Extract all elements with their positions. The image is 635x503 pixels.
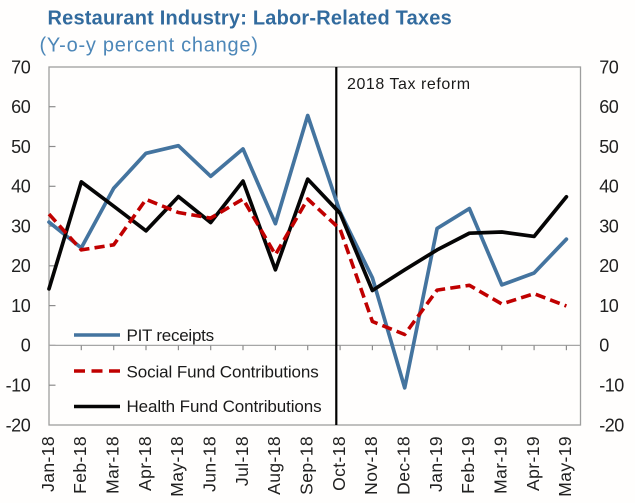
svg-text:Apr-19: Apr-19 (523, 436, 543, 491)
svg-text:-10: -10 (599, 376, 624, 396)
svg-text:Dec-18: Dec-18 (394, 436, 414, 495)
svg-text:Mar-18: Mar-18 (103, 436, 123, 494)
svg-text:Aug-18: Aug-18 (264, 436, 284, 495)
svg-text:Jan-19: Jan-19 (426, 436, 446, 492)
svg-text:20: 20 (11, 256, 31, 276)
svg-text:70: 70 (599, 57, 619, 77)
svg-text:May-18: May-18 (167, 436, 187, 497)
svg-text:Jul-18: Jul-18 (232, 436, 252, 486)
svg-text:May-19: May-19 (555, 436, 575, 497)
svg-text:-20: -20 (599, 415, 624, 435)
svg-text:2018 Tax reform: 2018 Tax reform (347, 76, 471, 93)
svg-text:0: 0 (21, 336, 31, 356)
svg-text:50: 50 (11, 137, 31, 157)
svg-text:Apr-18: Apr-18 (135, 436, 155, 491)
svg-text:Mar-19: Mar-19 (491, 436, 511, 494)
svg-text:40: 40 (599, 177, 619, 197)
svg-text:Sep-18: Sep-18 (297, 436, 317, 495)
svg-text:30: 30 (11, 216, 31, 236)
svg-text:(Y-o-y percent change): (Y-o-y percent change) (40, 35, 259, 57)
svg-text:30: 30 (599, 216, 619, 236)
svg-text:Feb-19: Feb-19 (458, 436, 478, 494)
svg-text:70: 70 (11, 57, 31, 77)
svg-text:Jan-18: Jan-18 (38, 436, 58, 492)
svg-text:PIT receipts: PIT receipts (127, 326, 214, 345)
svg-text:10: 10 (11, 296, 31, 316)
svg-text:60: 60 (11, 97, 31, 117)
svg-text:40: 40 (11, 177, 31, 197)
svg-text:Feb-18: Feb-18 (70, 436, 90, 494)
svg-text:Restaurant Industry: Labor-Rel: Restaurant Industry: Labor-Related Taxes (48, 8, 452, 30)
svg-text:Nov-18: Nov-18 (361, 436, 381, 495)
svg-text:-20: -20 (6, 415, 31, 435)
svg-text:Health Fund Contributions: Health Fund Contributions (127, 397, 322, 416)
svg-text:20: 20 (599, 256, 619, 276)
svg-text:Social Fund Contributions: Social Fund Contributions (127, 362, 319, 381)
svg-text:50: 50 (599, 137, 619, 157)
svg-text:0: 0 (599, 336, 609, 356)
svg-text:10: 10 (599, 296, 619, 316)
svg-text:Oct-18: Oct-18 (329, 436, 349, 491)
svg-text:-10: -10 (6, 376, 31, 396)
svg-text:Jun-18: Jun-18 (200, 436, 220, 492)
svg-text:60: 60 (599, 97, 619, 117)
